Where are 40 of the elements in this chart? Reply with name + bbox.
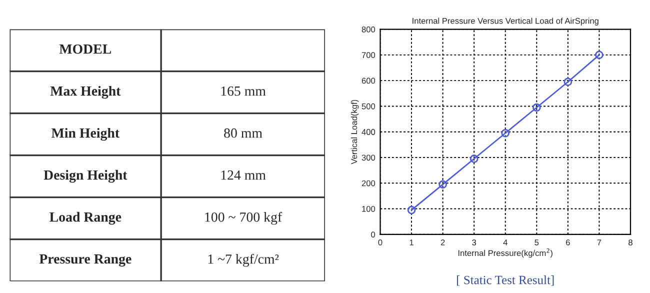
chart-title: Internal Pressure Versus Vertical Load of AirSpring <box>412 18 598 26</box>
y-tick-label: 400 <box>362 129 376 135</box>
text: 124 mm <box>221 170 266 180</box>
text: [ Static Test Result] <box>457 275 554 286</box>
text: Pressure Range <box>39 254 132 267</box>
point <box>595 50 604 60</box>
x-tick-label: 8 <box>628 239 632 246</box>
x-tick-label: 7 <box>597 240 602 246</box>
point <box>438 180 447 189</box>
text: 1 ~7 kgf/cm² <box>208 254 279 267</box>
point <box>407 206 416 214</box>
y-axis-title: Vertical Load(kgf) <box>350 100 359 164</box>
x-tick-label: 6 <box>566 239 570 246</box>
x-tick-label: 2 <box>440 239 445 246</box>
x-tick-label: 5 <box>534 240 539 246</box>
point <box>470 154 478 163</box>
point <box>564 78 572 86</box>
x-tick-label: 1 <box>410 240 414 246</box>
point <box>501 128 510 138</box>
y-tick-label: 0 <box>371 232 376 238</box>
text: 100 ~ 700 kgf <box>205 212 282 225</box>
y-tick-label: 300 <box>362 154 376 161</box>
text: MODEL <box>59 44 112 54</box>
text: 165 mm <box>221 86 266 96</box>
y-tick-label: 200 <box>362 180 376 186</box>
text: Max Height <box>50 86 121 99</box>
text: 80 mm <box>224 128 262 138</box>
x-tick-label: 3 <box>472 239 476 246</box>
y-tick-label: 100 <box>362 206 376 212</box>
text: Min Height <box>52 128 120 141</box>
y-tick-label: 500 <box>362 103 376 110</box>
text: Design Height <box>44 170 128 183</box>
x-tick-label: 4 <box>503 240 508 246</box>
y-tick-label: 700 <box>362 52 376 58</box>
y-tick-label: 800 <box>362 26 376 32</box>
text: Load Range <box>50 212 122 225</box>
point <box>532 103 541 112</box>
x-axis-title: Internal Pressure(kg/cm$^{2}$) <box>458 248 552 258</box>
x-tick-label: 0 <box>378 239 382 246</box>
y-tick-label: 600 <box>362 78 376 84</box>
